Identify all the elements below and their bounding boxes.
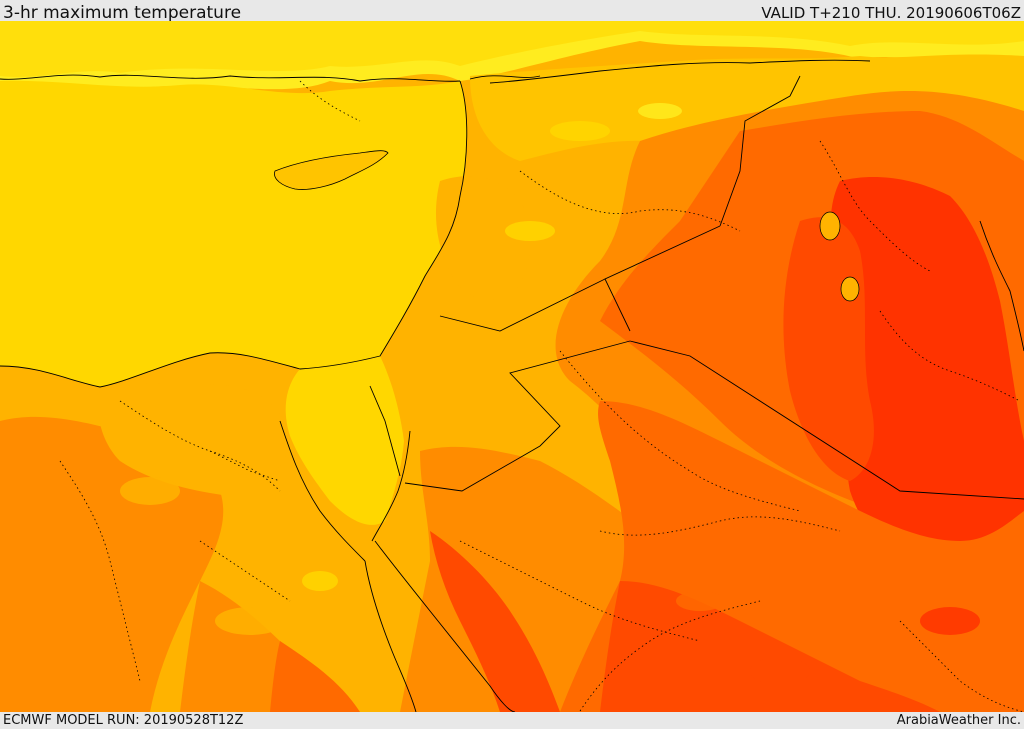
temp-zone-yellow-north xyxy=(0,21,1024,78)
temp-zone-levant-yellow xyxy=(285,356,404,525)
map-title: 3-hr maximum temperature xyxy=(3,3,242,23)
temp-zone-egypt-dark-orange xyxy=(270,641,360,712)
coastlines xyxy=(0,74,1024,712)
valid-time: VALID T+210 THU. 20190606T06Z xyxy=(761,4,1021,22)
temperature-map[interactable] xyxy=(0,21,1024,712)
temp-zone-saudi-red xyxy=(600,581,940,712)
temp-zone-egypt-yellow xyxy=(98,382,291,496)
temp-detail-patches xyxy=(120,103,980,685)
credit-label: ArabiaWeather Inc. xyxy=(896,713,1021,728)
temp-zone-syria-yellow xyxy=(470,54,1024,161)
lake-tharthar xyxy=(819,211,841,241)
temp-zone-levant-north-yellow xyxy=(435,176,532,300)
temp-zone-cyprus xyxy=(274,150,389,190)
country-borders xyxy=(369,59,1024,500)
lake-habbaniyah xyxy=(840,276,860,302)
model-run-label: ECMWF MODEL RUN: 20190528T12Z xyxy=(3,713,244,728)
temp-zone-redsea-red xyxy=(430,531,560,712)
admin-boundaries xyxy=(59,80,1024,712)
temp-zone-red-iraq xyxy=(830,176,1024,576)
footer-bar xyxy=(0,712,1024,729)
header-bar xyxy=(0,0,1024,21)
